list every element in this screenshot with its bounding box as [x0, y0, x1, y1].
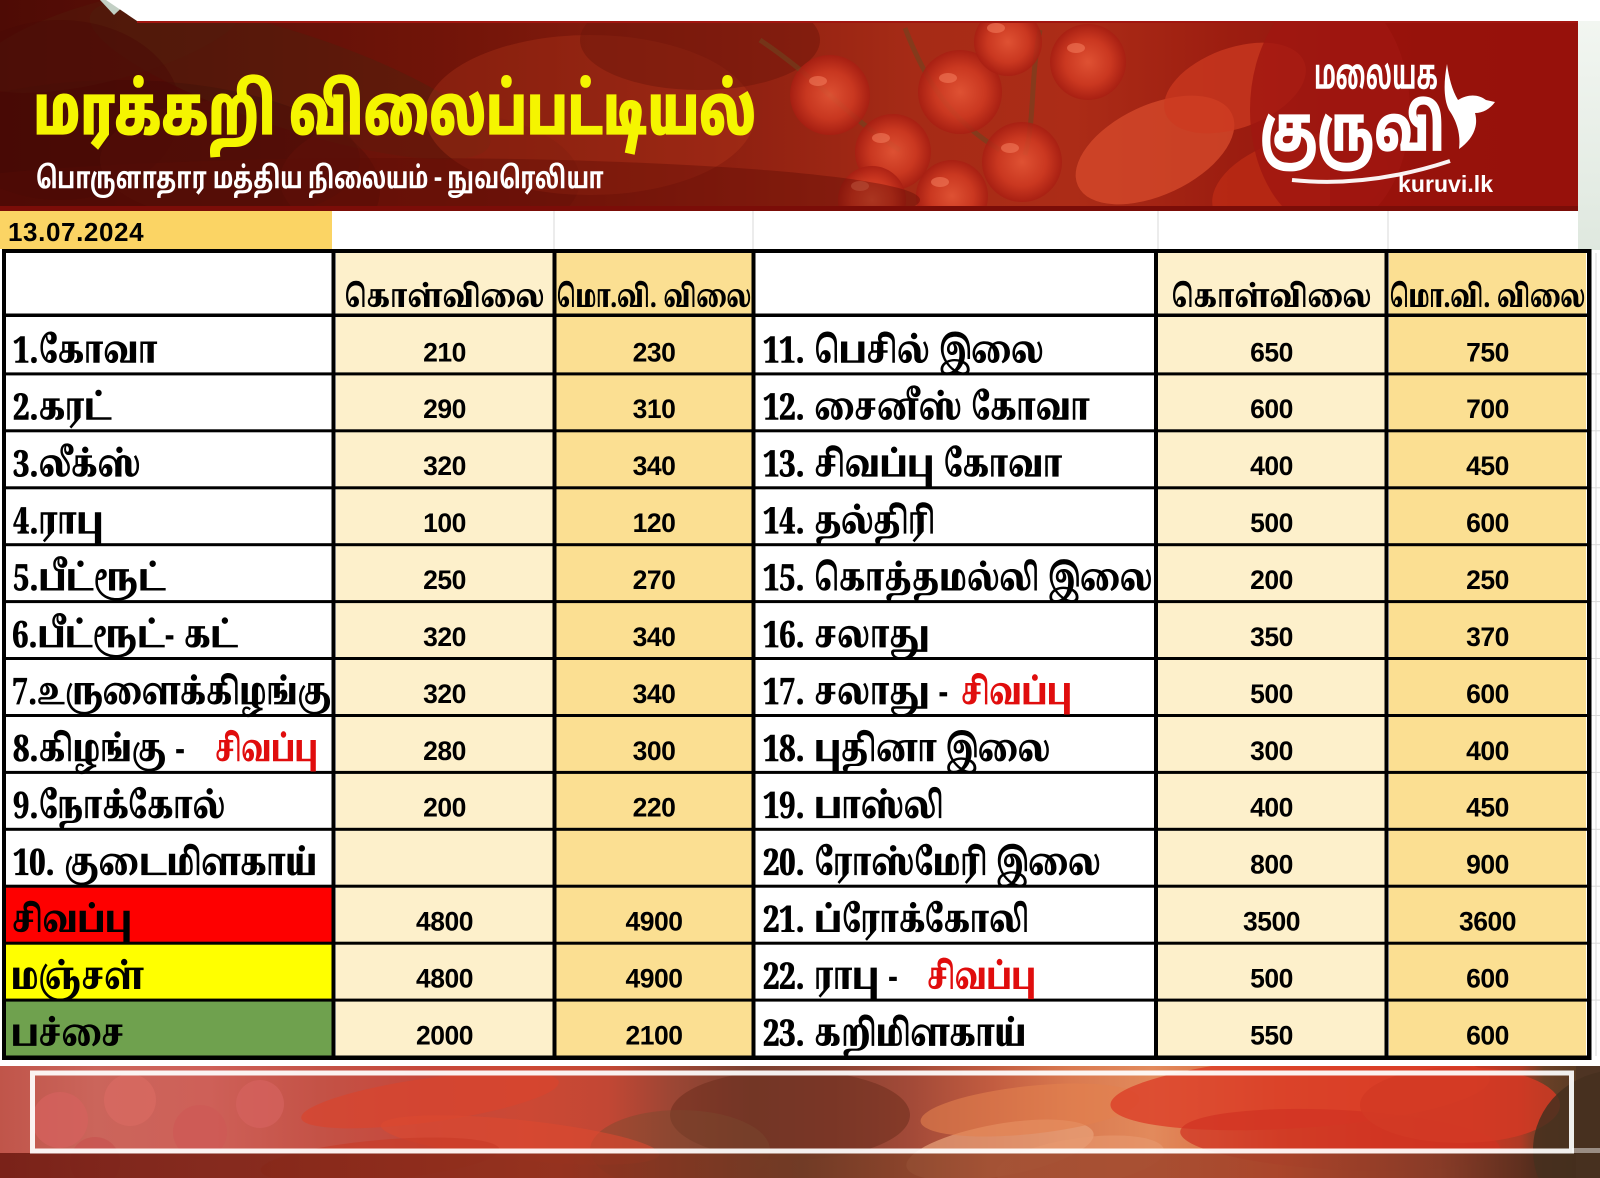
- svg-text:500: 500: [1250, 964, 1293, 994]
- svg-text:600: 600: [1466, 1020, 1509, 1050]
- svg-text:310: 310: [633, 394, 676, 424]
- svg-text:700: 700: [1466, 394, 1509, 424]
- svg-text:280: 280: [423, 736, 466, 766]
- svg-text:230: 230: [633, 337, 676, 367]
- svg-text:3500: 3500: [1243, 907, 1300, 937]
- svg-text:300: 300: [1250, 736, 1293, 766]
- svg-text:400: 400: [1466, 736, 1509, 766]
- svg-text:210: 210: [423, 337, 466, 367]
- svg-text:800: 800: [1250, 850, 1293, 880]
- svg-text:290: 290: [423, 394, 466, 424]
- svg-text:600: 600: [1466, 679, 1509, 709]
- svg-text:4900: 4900: [626, 964, 683, 994]
- svg-text:370: 370: [1466, 622, 1509, 652]
- svg-text:600: 600: [1466, 964, 1509, 994]
- svg-text:450: 450: [1466, 793, 1509, 823]
- svg-text:550: 550: [1250, 1020, 1293, 1050]
- svg-text:320: 320: [423, 622, 466, 652]
- svg-text:600: 600: [1250, 394, 1293, 424]
- svg-text:2000: 2000: [416, 1020, 473, 1050]
- svg-text:320: 320: [423, 679, 466, 709]
- svg-text:250: 250: [1466, 565, 1509, 595]
- svg-text:340: 340: [633, 679, 676, 709]
- svg-text:300: 300: [633, 736, 676, 766]
- svg-text:kuruvi.lk: kuruvi.lk: [1398, 171, 1493, 197]
- svg-text:500: 500: [1250, 679, 1293, 709]
- svg-text:4900: 4900: [626, 907, 683, 937]
- svg-text:120: 120: [633, 508, 676, 538]
- svg-text:900: 900: [1466, 850, 1509, 880]
- svg-text:750: 750: [1466, 337, 1509, 367]
- svg-text:250: 250: [423, 565, 466, 595]
- svg-text:4800: 4800: [416, 907, 473, 937]
- svg-text:200: 200: [423, 793, 466, 823]
- svg-text:320: 320: [423, 451, 466, 481]
- svg-text:350: 350: [1250, 622, 1293, 652]
- svg-text:340: 340: [633, 622, 676, 652]
- svg-text:100: 100: [423, 508, 466, 538]
- svg-text:400: 400: [1250, 793, 1293, 823]
- svg-text:13.07.2024: 13.07.2024: [8, 217, 144, 247]
- svg-text:500: 500: [1250, 508, 1293, 538]
- svg-text:3600: 3600: [1459, 907, 1516, 937]
- svg-text:340: 340: [633, 451, 676, 481]
- svg-text:650: 650: [1250, 337, 1293, 367]
- svg-text:600: 600: [1466, 508, 1509, 538]
- svg-text:450: 450: [1466, 451, 1509, 481]
- svg-text:200: 200: [1250, 565, 1293, 595]
- svg-text:270: 270: [633, 565, 676, 595]
- svg-text:2100: 2100: [626, 1020, 683, 1050]
- svg-text:220: 220: [633, 793, 676, 823]
- svg-text:4800: 4800: [416, 964, 473, 994]
- svg-text:400: 400: [1250, 451, 1293, 481]
